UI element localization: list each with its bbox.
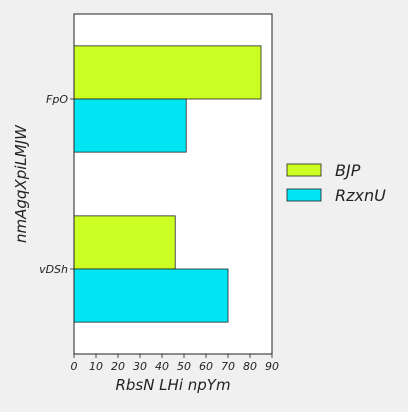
x-tick-label: 40	[155, 360, 169, 373]
bar-BJP-FpO	[73, 45, 262, 100]
x-tick-label: 0	[71, 360, 78, 373]
x-axis-ticks: 0 10 20 30 40 50 60 70 80 90	[71, 354, 279, 373]
bars-layer	[73, 45, 262, 323]
y-axis-label: nmAgqXpiLMJW	[12, 124, 30, 243]
plot-frame	[73, 13, 273, 355]
x-tick-label: 60	[199, 360, 213, 373]
legend-label-BJP: BJP	[335, 161, 361, 180]
x-tick-label: 70	[221, 360, 235, 373]
bar-RzxnU-FpO	[73, 98, 187, 153]
x-tick-label: 20	[111, 360, 125, 373]
x-tick-label: 50	[177, 360, 191, 373]
x-tick-label: 30	[133, 360, 147, 373]
legend-swatch-RzxnU	[286, 188, 322, 202]
y-tick-label: vDSh	[39, 263, 68, 276]
bar-BJP-vDSh	[73, 215, 176, 270]
legend: BJP RzxnU	[286, 161, 386, 205]
x-tick-label: 10	[89, 360, 103, 373]
legend-swatch-BJP	[286, 163, 322, 177]
x-axis-label: RbsN LHi npYm	[115, 376, 230, 394]
y-axis-ticks: FpO vDSh	[39, 93, 74, 276]
bar-RzxnU-vDSh	[73, 268, 229, 323]
y-tick-label: FpO	[46, 93, 68, 106]
x-tick-label: 80	[243, 360, 257, 373]
legend-label-RzxnU: RzxnU	[335, 186, 386, 205]
x-tick-label: 90	[265, 360, 279, 373]
